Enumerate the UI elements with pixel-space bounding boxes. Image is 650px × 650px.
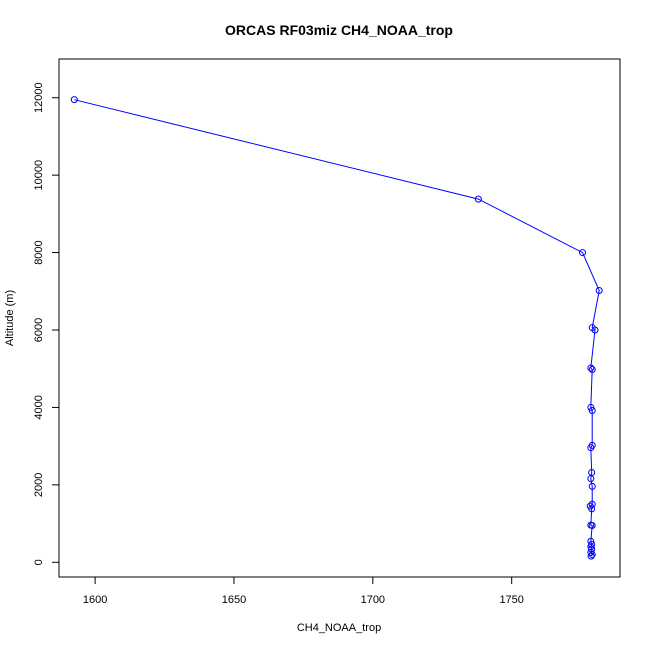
- data-point: [588, 551, 596, 559]
- x-axis: 1600 1650 1700 1750: [83, 576, 524, 606]
- data-point: [588, 482, 596, 490]
- data-point: [70, 96, 78, 104]
- y-tick-label: 4000: [33, 395, 45, 419]
- plot-frame: [58, 58, 621, 578]
- series-line: [74, 99, 600, 557]
- data-point: [595, 287, 603, 295]
- y-tick-label: 2000: [33, 473, 45, 497]
- data-point: [588, 522, 596, 530]
- x-axis-label: CH4_NOAA_trop: [297, 622, 381, 634]
- y-tick-label: 6000: [33, 318, 45, 342]
- data-point: [587, 537, 595, 545]
- y-tick-label: 12000: [33, 82, 45, 113]
- data-point: [588, 365, 596, 373]
- data-point: [587, 444, 595, 452]
- data-point: [579, 249, 587, 257]
- data-point: [587, 475, 595, 483]
- chart-title: ORCAS RF03miz CH4_NOAA_trop: [225, 22, 453, 38]
- data-point: [588, 407, 596, 415]
- y-axis: 0 2000 4000 6000 8000 10000 12000: [33, 82, 60, 565]
- series-group: [70, 96, 603, 560]
- x-tick-label: 1650: [222, 594, 246, 606]
- y-axis-label: Altitude (m): [4, 290, 16, 346]
- data-point: [588, 500, 596, 508]
- y-tick-label: 8000: [33, 240, 45, 264]
- data-point: [587, 552, 595, 560]
- y-tick-label: 10000: [33, 160, 45, 191]
- x-tick-label: 1600: [83, 594, 107, 606]
- x-tick-label: 1700: [361, 594, 385, 606]
- data-point: [588, 545, 596, 553]
- data-point: [474, 195, 482, 203]
- y-tick-label: 0: [33, 559, 45, 565]
- data-point: [588, 505, 596, 513]
- data-point: [591, 326, 599, 334]
- x-tick-label: 1750: [499, 594, 523, 606]
- data-point: [587, 364, 595, 372]
